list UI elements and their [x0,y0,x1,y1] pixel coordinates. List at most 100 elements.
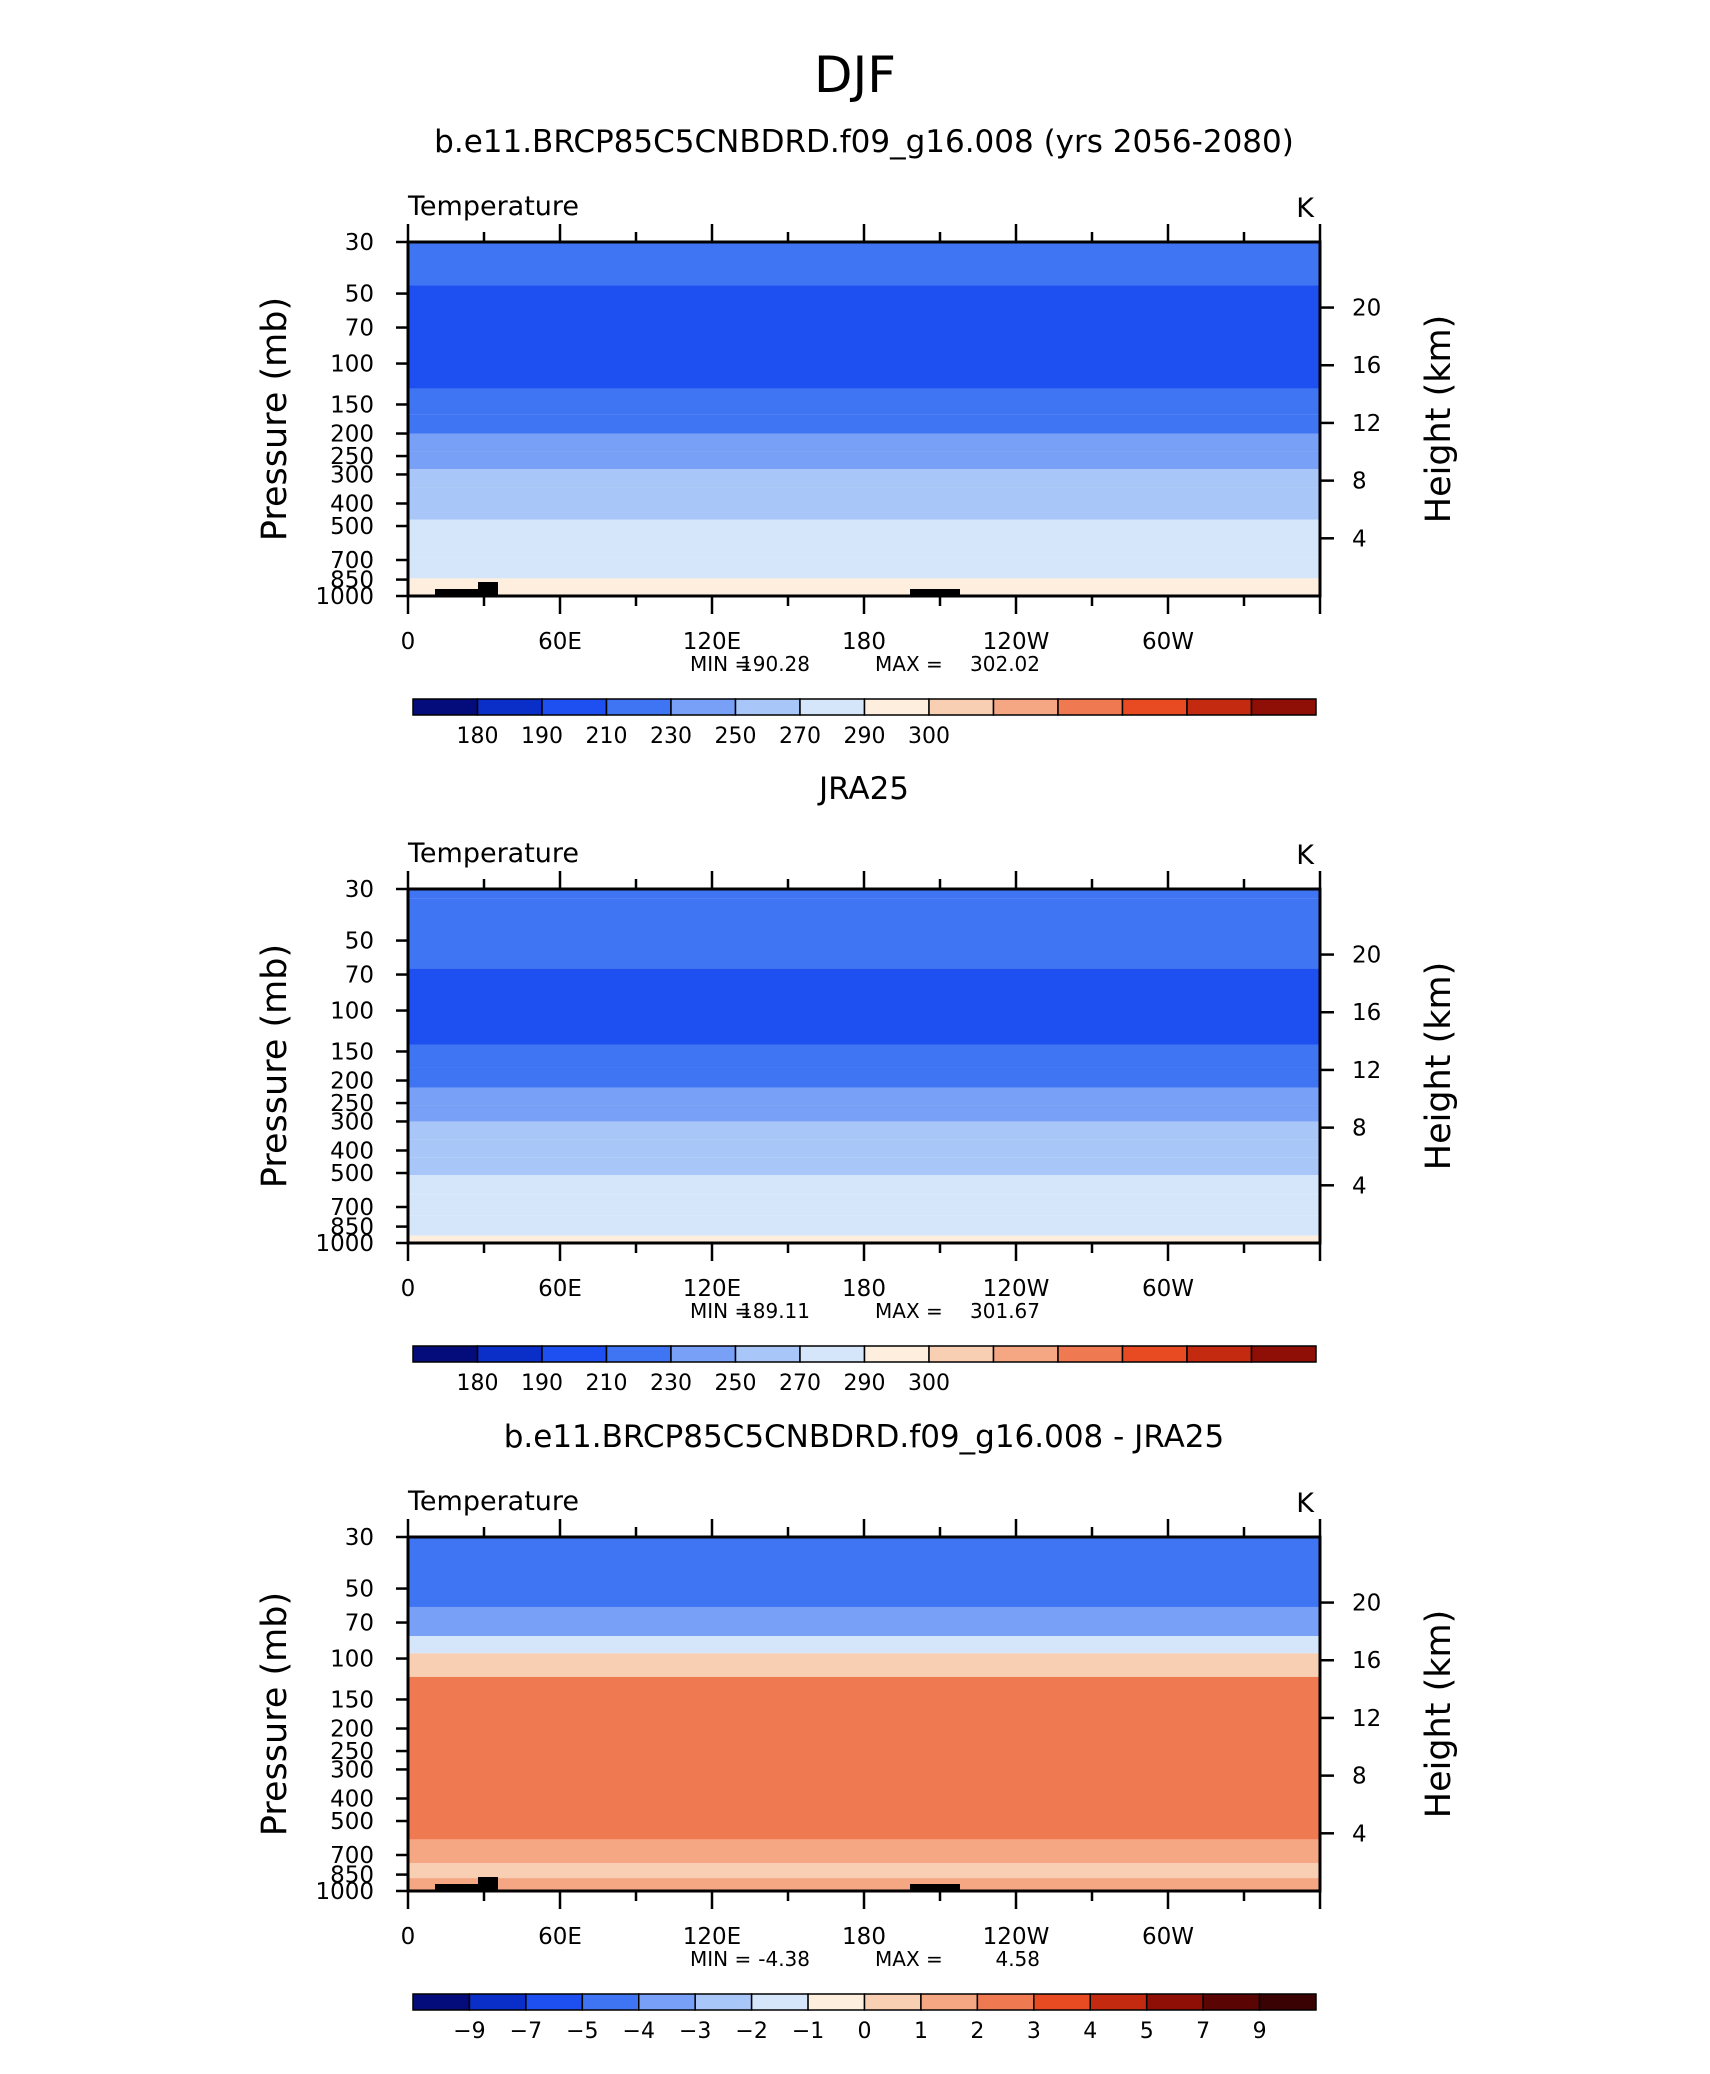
field-band [408,414,1320,434]
field-band [408,889,1320,899]
x-tick-label: 0 [401,1276,416,1302]
y-tick-label: 700 [330,1195,374,1221]
field-band [408,285,1320,389]
y-tick-label: 150 [330,1687,374,1713]
y-tick-label: 500 [330,1161,374,1187]
y-tick-label: 500 [330,514,374,540]
y-axis-label: Pressure (mb) [255,1592,295,1836]
colorbar-swatch [412,1993,471,2011]
max-label: MAX = [875,1947,943,1971]
colorbar-label: 180 [457,724,499,749]
x-tick-label: 120W [983,1276,1050,1302]
field-band [408,1175,1320,1195]
field-band [408,242,1320,286]
colorbar-label: 230 [650,1371,692,1396]
field-band [408,1863,1320,1879]
variable-label: Temperature [407,838,579,869]
panel-title: b.e11.BRCP85C5CNBDRD.f09_g16.008 - JRA25 [504,1419,1225,1455]
colorbar-swatch [863,1345,930,1363]
y-right-tick-label: 4 [1352,1821,1367,1847]
field-band [408,1087,1320,1106]
colorbar-label: −7 [510,2019,542,2044]
y-tick-label: 850 [330,568,374,594]
x-tick-label: 60W [1142,1276,1194,1302]
y-right-tick-label: 20 [1352,296,1381,322]
x-tick-label: 0 [401,629,416,655]
colorbar-label: −5 [566,2019,598,2044]
colorbar-swatch [670,1345,737,1363]
x-tick-label: 60E [538,629,582,655]
x-tick-label: 0 [401,1924,416,1950]
y-right-tick-label: 16 [1352,353,1381,379]
y-right-tick-label: 12 [1352,411,1381,437]
colorbar-swatch [605,698,672,716]
field-band [408,1653,1320,1677]
topography-block [435,589,483,596]
colorbar-swatch [750,1993,809,2011]
units-label: K [1296,840,1315,871]
panel-1: b.e11.BRCP85C5CNBDRD.f09_g16.008 (yrs 20… [255,124,1459,749]
colorbar-label: 290 [844,724,886,749]
colorbar: −9 −7 −5 −4 −3 −2 −1 0 1 2 3 4 5 7 9 [412,1993,1317,2044]
topography-block [478,1877,498,1891]
panel-title: JRA25 [817,771,909,807]
colorbar-swatch [976,1993,1035,2011]
y-tick-label: 400 [330,1138,374,1164]
y-right-tick-label: 12 [1352,1706,1381,1732]
min-value: -4.38 [758,1947,810,1971]
field-band [408,469,1320,488]
field-band [408,1878,1320,1891]
y-tick-label: 1000 [315,1231,374,1257]
y-tick-label: 250 [330,444,374,470]
colorbar-label: 250 [715,724,757,749]
temperature-field [408,242,1320,596]
y-axis-label: Pressure (mb) [255,297,295,541]
x-axis: 0 60E 120E 180 120W 60W [401,224,1322,655]
x-tick-label: 60E [538,1924,582,1950]
colorbar-label: −3 [679,2019,711,2044]
colorbar-label: 210 [586,1371,628,1396]
colorbar-swatch [476,1345,543,1363]
colorbar-label: −4 [623,2019,655,2044]
colorbar-swatch [468,1993,527,2011]
y-right-tick-label: 12 [1352,1058,1381,1084]
panel-title: b.e11.BRCP85C5CNBDRD.f09_g16.008 (yrs 20… [434,124,1294,160]
y-tick-label: 150 [330,392,374,418]
max-label: MAX = [875,1299,943,1323]
colorbar-swatch [1145,1993,1204,2011]
colorbar-swatch [1033,1993,1091,2011]
x-tick-label: 180 [842,1924,886,1950]
field-band [408,898,1320,969]
colorbar-label: 2 [970,2019,984,2044]
colorbar-swatch [605,1345,672,1363]
y-tick-label: 70 [345,1611,374,1637]
colorbar-label: −9 [453,2019,485,2044]
y-tick-label: 300 [330,1109,374,1135]
y-tick-label: 50 [345,282,374,308]
colorbar-swatch [807,1993,866,2011]
y-tick-label: 1000 [315,1879,374,1905]
x-tick-label: 180 [842,629,886,655]
min-value: 189.11 [740,1299,810,1323]
temperature-field [408,1537,1320,1891]
y-tick-label: 1000 [315,584,374,610]
topography-block [435,1884,483,1891]
x-tick-label: 120W [983,629,1050,655]
y-tick-label: 100 [330,1647,374,1673]
colorbar-label: 250 [715,1371,757,1396]
field-band [408,1839,1320,1864]
x-tick-label: 60W [1142,629,1194,655]
colorbar-swatch [1202,1993,1261,2011]
colorbar-label: 4 [1083,2019,1097,2044]
field-band [408,1157,1320,1176]
field-band [408,1139,1320,1158]
y-tick-label: 300 [330,1757,374,1783]
colorbar-label: 0 [858,2019,872,2044]
colorbar-swatch [992,1345,1059,1363]
colorbar: 180 190 210 230 250 270 290 300 [412,1345,1317,1396]
y-tick-label: 50 [345,929,374,955]
x-tick-label: 120E [683,629,741,655]
x-axis: 0 60E 120E 180 120W 60W [401,1519,1322,1950]
colorbar-swatch [412,698,479,716]
